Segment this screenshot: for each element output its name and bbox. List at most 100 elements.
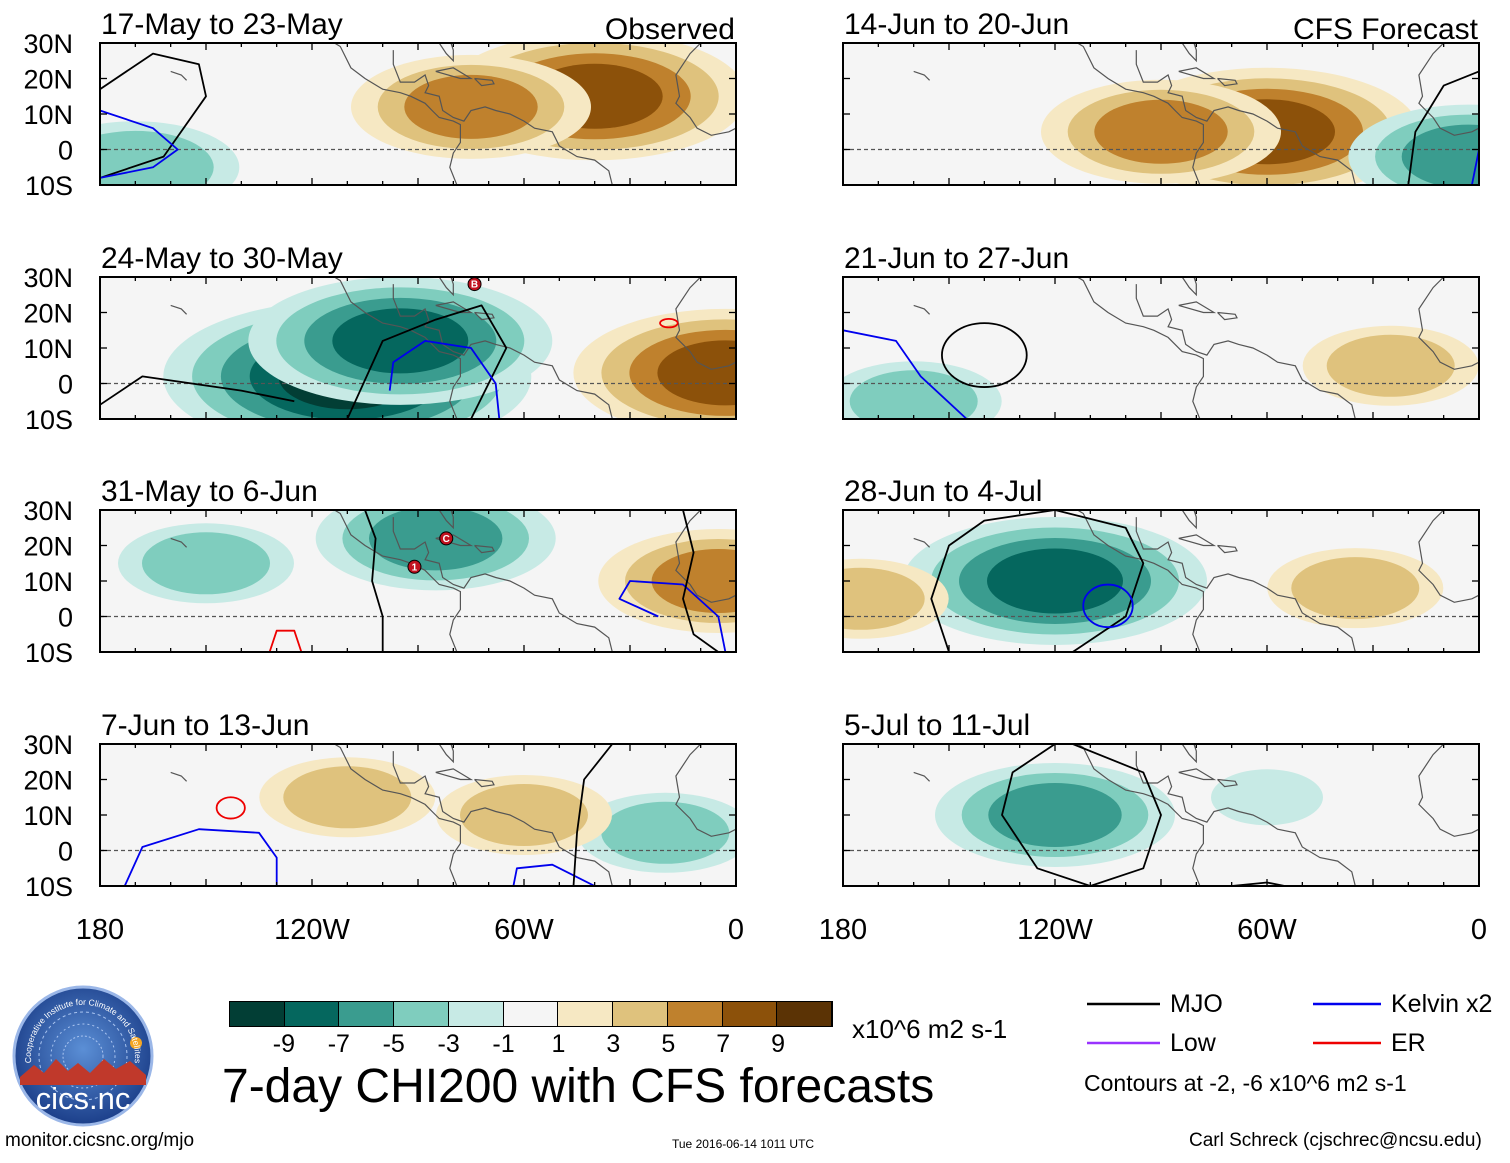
y-tick-label: 10S — [25, 638, 73, 668]
coastline — [1178, 768, 1217, 781]
legend: MJO Kelvin x2 Low ER — [1085, 988, 1505, 1078]
legend-low-label: Low — [1170, 1029, 1216, 1057]
anomaly-contour — [332, 308, 469, 374]
panel-4: 7-Jun to 13-Jun — [99, 709, 737, 887]
coastline — [392, 50, 613, 185]
coastline — [1418, 510, 1479, 603]
wave-contour — [572, 744, 614, 886]
coastline — [1168, 277, 1197, 297]
x-tick-label: 180 — [819, 914, 867, 946]
figure-title: 7-day CHI200 with CFS forecasts — [222, 1060, 935, 1113]
y-tick-label: 30N — [23, 730, 73, 760]
panel-title: 21-Jun to 27-Jun — [844, 242, 1069, 275]
logo-text: cics.nc — [36, 1081, 131, 1116]
y-tick-label: 10N — [23, 100, 73, 130]
coastline — [333, 43, 461, 185]
colorbar-tick-label: 1 — [551, 1030, 566, 1058]
coastline — [392, 751, 613, 886]
wave-contour — [1001, 744, 1162, 886]
y-tick-label: 20N — [23, 532, 73, 562]
panel-title: 7-Jun to 13-Jun — [101, 709, 309, 742]
colorbar-swatch — [667, 1002, 723, 1026]
colorbar-tick-label: -1 — [492, 1030, 515, 1058]
coastline — [1135, 284, 1356, 419]
panel-title: 28-Jun to 4-Jul — [844, 475, 1042, 508]
anomaly-contour — [601, 801, 730, 864]
colorbar-swatch — [503, 1002, 559, 1026]
wave-contour — [268, 629, 303, 652]
wave-contour — [100, 109, 179, 179]
coastline — [1217, 544, 1238, 554]
anomaly-contour — [100, 130, 214, 185]
wave-contour — [682, 510, 719, 652]
coastline — [1135, 50, 1356, 185]
wave-contour — [1082, 583, 1134, 629]
storm-marker-label: C — [443, 534, 450, 545]
colorbar-swatch — [722, 1002, 778, 1026]
coastline — [675, 510, 736, 603]
y-tick-label: 10N — [23, 801, 73, 831]
legend-kelvin-label: Kelvin x2 — [1391, 990, 1493, 1018]
x-tick-label: 180 — [76, 914, 124, 946]
coastline — [675, 277, 736, 370]
coastline — [913, 771, 931, 782]
coastline — [1418, 277, 1479, 370]
coastline — [392, 517, 613, 652]
colorbar-tick-label: -5 — [382, 1030, 405, 1058]
anomaly-contour — [1211, 769, 1323, 826]
panel-5: 14-Jun to 20-Jun CFS Forecast — [842, 8, 1480, 186]
wave-contour — [941, 322, 1028, 388]
y-tick-label: 10S — [25, 171, 73, 201]
x-tick-label: 60W — [494, 914, 554, 946]
coastline — [474, 77, 495, 87]
panel-6: 21-Jun to 27-Jun — [842, 242, 1480, 420]
colorbar-labels: -9 -7 -5 -3 -1 1 3 5 7 9 — [229, 1030, 833, 1060]
observed-label: Observed — [605, 13, 735, 46]
wave-contour — [1407, 70, 1479, 185]
colorbar-swatch — [339, 1002, 395, 1026]
cics-logo: Cooperative Institute for Climate and Sa… — [12, 985, 154, 1127]
anomaly-contour — [283, 766, 412, 829]
coastline — [1076, 744, 1204, 886]
y-tick-label: 20N — [23, 299, 73, 329]
anomaly-contour — [369, 510, 503, 571]
coastline — [1217, 77, 1238, 87]
y-tick-label: 0 — [58, 603, 73, 633]
coastline — [913, 537, 931, 548]
storm-marker — [407, 559, 422, 574]
coastline — [170, 771, 188, 782]
coastline — [425, 744, 454, 764]
colorbar-tick-label: -3 — [437, 1030, 460, 1058]
panel-2: B 24-May to 30-May — [99, 242, 737, 420]
y-tick-label: 30N — [23, 496, 73, 526]
wave-contour — [346, 304, 508, 419]
anomaly-contour — [651, 549, 736, 613]
coastline — [435, 301, 474, 314]
colorbar-tick-label: -9 — [272, 1030, 296, 1058]
y-tick-label: 10N — [23, 567, 73, 597]
wave-contour — [123, 828, 278, 886]
coastline — [170, 70, 188, 81]
y-tick-label: 0 — [58, 136, 73, 166]
colorbar-tick-label: 3 — [606, 1030, 621, 1058]
coastline — [425, 43, 454, 63]
panel-title: 31-May to 6-Jun — [101, 475, 318, 508]
coastline — [170, 537, 188, 548]
wave-contour — [364, 510, 384, 652]
coastline — [425, 277, 454, 297]
wave-contour — [843, 329, 968, 419]
coastline — [435, 768, 474, 781]
y-tick-label: 0 — [58, 370, 73, 400]
panel-title: 24-May to 30-May — [101, 242, 343, 275]
anomaly-contour — [1291, 557, 1420, 620]
coastline — [392, 284, 613, 419]
coastline — [675, 43, 736, 136]
coastline — [435, 67, 474, 80]
anomaly-contour — [1094, 99, 1228, 164]
x-tick-label: 0 — [1471, 914, 1487, 946]
coastline — [474, 544, 495, 554]
wave-contour — [100, 375, 295, 406]
colorbar-swatch — [613, 1002, 668, 1026]
